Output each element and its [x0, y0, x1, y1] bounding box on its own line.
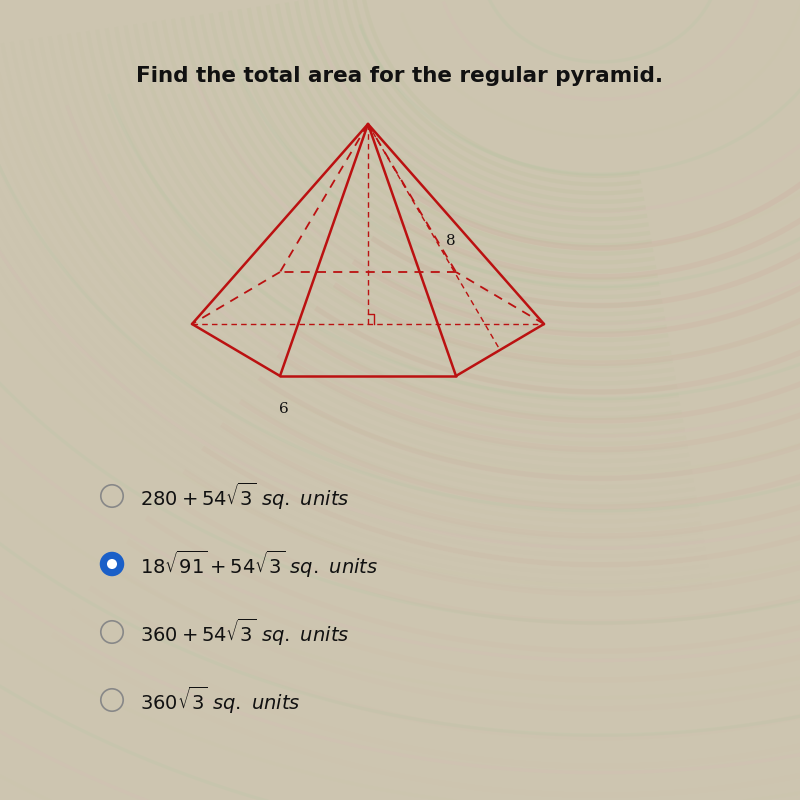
Circle shape [107, 559, 117, 569]
Circle shape [101, 485, 123, 507]
Circle shape [101, 621, 123, 643]
Text: 6: 6 [279, 402, 289, 415]
Text: $280 + 54\sqrt{3}\ \mathit{sq.\ units}$: $280 + 54\sqrt{3}\ \mathit{sq.\ units}$ [140, 481, 350, 511]
Text: 8: 8 [446, 234, 456, 248]
Circle shape [101, 553, 123, 575]
Text: Find the total area for the regular pyramid.: Find the total area for the regular pyra… [137, 66, 663, 86]
Text: $360 + 54\sqrt{3}\ \mathit{sq.\ units}$: $360 + 54\sqrt{3}\ \mathit{sq.\ units}$ [140, 617, 350, 647]
Circle shape [101, 689, 123, 711]
Text: $18\sqrt{91} + 54\sqrt{3}\ \mathit{sq.\ units}$: $18\sqrt{91} + 54\sqrt{3}\ \mathit{sq.\ … [140, 549, 378, 579]
Text: $360\sqrt{3}\ \mathit{sq.\ units}$: $360\sqrt{3}\ \mathit{sq.\ units}$ [140, 685, 301, 715]
